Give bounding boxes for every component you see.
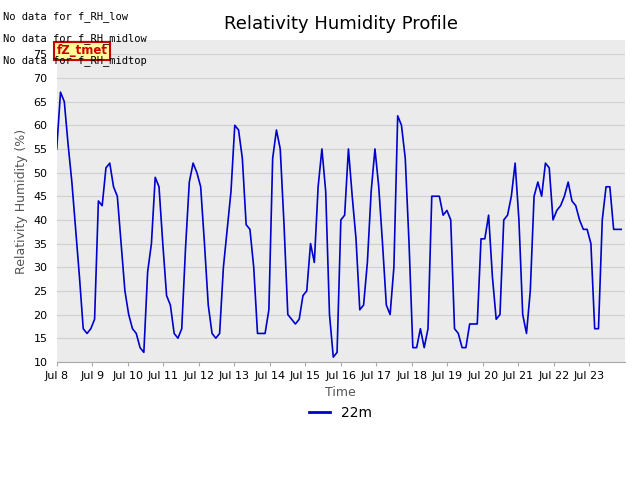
X-axis label: Time: Time [326, 386, 356, 399]
Text: No data for f_RH_midlow: No data for f_RH_midlow [3, 33, 147, 44]
Title: Relativity Humidity Profile: Relativity Humidity Profile [224, 15, 458, 33]
Text: No data for f_RH_low: No data for f_RH_low [3, 11, 128, 22]
Legend: 22m: 22m [304, 400, 378, 426]
Y-axis label: Relativity Humidity (%): Relativity Humidity (%) [15, 129, 28, 274]
Text: No data for f_RH_midtop: No data for f_RH_midtop [3, 55, 147, 66]
Text: fZ_tmet: fZ_tmet [57, 44, 108, 57]
